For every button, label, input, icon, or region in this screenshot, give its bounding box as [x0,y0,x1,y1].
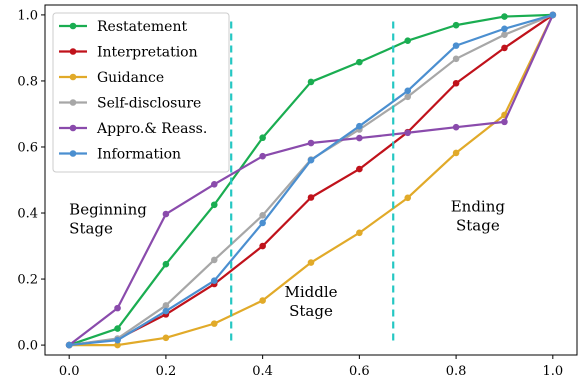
data-point-self-disclosure [162,302,170,309]
axis-ticks: 0.0 0.2 0.4 0.6 0.8 1.0 0.0 0.2 0.4 0.6 0.8 1.0 [17,8,563,379]
stage-label-ending: Ending Stage [451,197,506,234]
legend-label-appro-reass: Appro.& Reass. [96,121,207,137]
data-point-guidance [404,194,412,202]
legend-marker-restatement [69,22,77,30]
legend-marker-information [69,150,77,157]
x-tick-label: 1.0 [542,364,563,379]
legend-label-information: Information [97,147,181,163]
data-point-information [501,25,508,33]
y-tick-label: 0.8 [17,74,38,89]
data-point-information [259,219,266,227]
data-point-guidance [114,341,121,349]
data-point-appro-reass [452,123,460,131]
y-tick-label: 0.0 [17,339,38,354]
legend-marker-guidance [69,73,77,81]
data-point-self-disclosure [501,31,508,39]
data-point-appro-reass [259,152,266,160]
legend-label-self-disclosure: Self-disclosure [97,96,201,112]
data-point-information [452,42,460,49]
data-point-information [65,341,73,349]
x-tick-label: 0.4 [252,364,273,379]
data-point-interpretation [452,79,460,87]
data-point-information [162,307,170,315]
data-point-interpretation [307,194,315,201]
data-point-restatement [356,58,363,66]
y-tick-label: 0.4 [17,207,38,222]
legend-label-interpretation: Interpretation [97,45,198,61]
data-point-appro-reass [162,210,170,218]
data-point-restatement [162,260,170,268]
data-point-interpretation [501,44,508,52]
data-point-guidance [210,320,218,327]
legend-box [52,12,230,173]
data-point-information [404,87,412,95]
stage-label-line: Stage [456,216,500,234]
data-point-restatement [114,325,121,332]
data-point-appro-reass [210,180,218,188]
data-point-self-disclosure [259,212,266,219]
data-point-guidance [162,334,170,342]
stage-label-line: Stage [69,220,113,238]
legend-label-restatement: Restatement [97,19,187,35]
data-point-restatement [210,201,218,209]
x-tick-label: 0.6 [349,364,370,379]
data-point-restatement [452,21,460,29]
data-point-self-disclosure [404,93,412,101]
data-point-information [549,11,557,19]
data-point-information [210,277,218,285]
legend-marker-interpretation [69,48,77,55]
data-point-information [114,336,121,344]
data-point-guidance [259,297,266,304]
data-point-guidance [452,149,460,157]
data-point-guidance [307,259,315,266]
data-point-information [307,156,315,164]
x-tick-label: 0.0 [59,364,80,379]
data-point-interpretation [259,242,266,250]
stage-label-line: Stage [289,302,333,320]
stage-label-line: Ending [451,197,506,215]
data-point-self-disclosure [210,256,218,264]
stage-dividers [230,21,395,346]
data-point-restatement [501,13,508,20]
data-point-interpretation [356,165,363,173]
stage-label-middle: Middle Stage [284,283,337,320]
plot-area-frame [44,4,578,356]
data-point-appro-reass [404,129,412,137]
stage-label-beginning: Beginning Stage [69,201,147,238]
data-point-appro-reass [356,134,363,142]
legend: Restatement Interpretation Guidance Self-di… [52,12,230,173]
data-point-information [356,122,363,130]
y-tick-label: 1.0 [17,8,38,23]
stage-label-line: Beginning [69,201,147,219]
legend-marker-appro-reass [69,124,77,132]
data-point-guidance [356,229,363,237]
data-point-self-disclosure [452,55,460,63]
y-tick-label: 0.2 [17,273,38,288]
data-point-restatement [307,78,315,86]
series-lines [65,11,557,349]
stage-label-line: Middle [284,283,337,301]
data-point-appro-reass [501,118,508,126]
data-point-appro-reass [307,139,315,147]
legend-marker-self-disclosure [69,99,77,106]
data-point-restatement [404,37,412,44]
data-point-restatement [259,134,266,142]
y-tick-label: 0.6 [17,140,38,155]
x-tick-label: 0.8 [446,364,467,379]
x-tick-label: 0.2 [156,364,177,379]
data-point-appro-reass [114,304,121,312]
legend-label-guidance: Guidance [97,70,164,86]
